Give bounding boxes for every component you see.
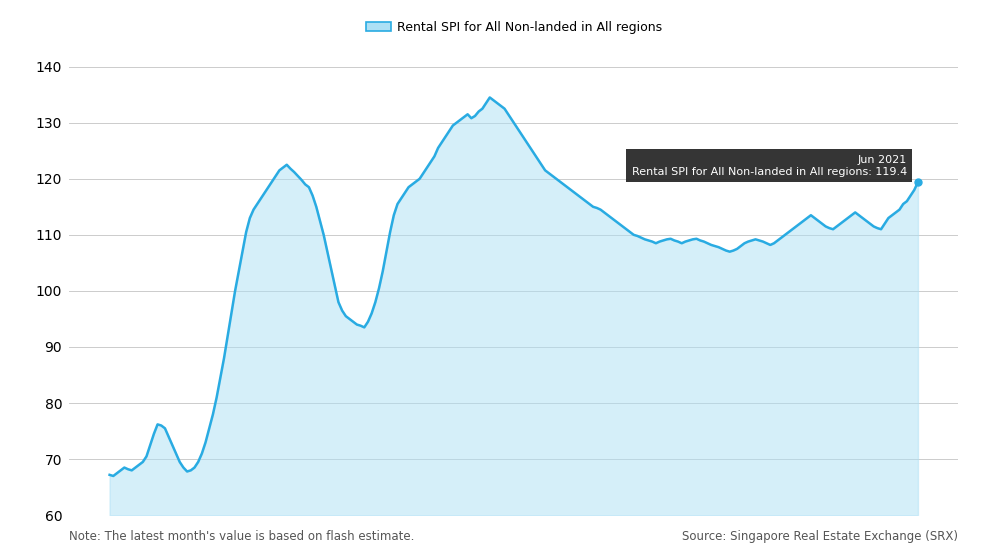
Text: Jun 2021
Rental SPI for All Non-landed in All regions: 119.4: Jun 2021 Rental SPI for All Non-landed i… bbox=[631, 155, 907, 177]
Legend: Rental SPI for All Non-landed in All regions: Rental SPI for All Non-landed in All reg… bbox=[361, 16, 667, 39]
Text: Note: The latest month's value is based on flash estimate.: Note: The latest month's value is based … bbox=[69, 530, 415, 543]
Text: Source: Singapore Real Estate Exchange (SRX): Source: Singapore Real Estate Exchange (… bbox=[683, 530, 958, 543]
